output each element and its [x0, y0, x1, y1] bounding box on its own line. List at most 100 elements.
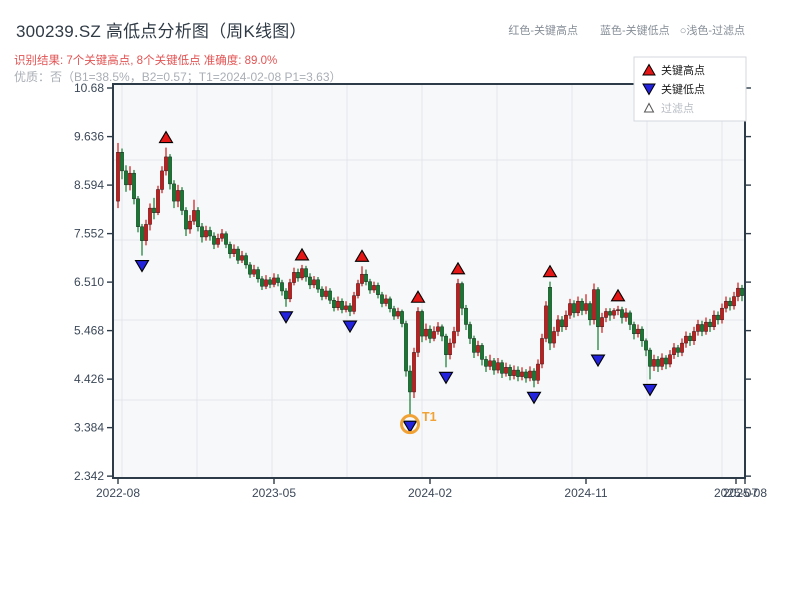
candle-down	[132, 172, 136, 200]
candle-down	[212, 235, 216, 245]
y-axis-label: 3.384	[74, 421, 104, 435]
candle-up	[624, 312, 628, 318]
candle-up	[220, 233, 224, 239]
candle-down	[364, 273, 368, 282]
key-low-marker	[278, 311, 294, 324]
key-low-marker	[590, 354, 606, 368]
candle-up	[564, 314, 568, 328]
candle-down	[572, 303, 576, 314]
candle-down	[124, 170, 128, 186]
candle-down	[120, 152, 124, 172]
candle-up	[600, 317, 604, 328]
candle-down	[548, 287, 552, 344]
candle-up	[504, 367, 508, 374]
candle-up	[652, 359, 656, 367]
candle-up	[456, 283, 460, 332]
candle-down	[308, 276, 312, 286]
candle-down	[444, 335, 448, 355]
candle-down	[460, 283, 464, 309]
candle-up	[148, 207, 152, 225]
key-high-marker	[354, 249, 370, 262]
candle-down	[332, 300, 336, 308]
key-low-marker	[526, 391, 542, 405]
y-axis-label: 6.510	[74, 275, 104, 289]
candle-down	[180, 190, 184, 211]
candle-up	[672, 347, 676, 355]
candle-down	[480, 345, 484, 360]
candle-down	[596, 289, 600, 328]
candle-down	[700, 324, 704, 332]
candle-down	[532, 370, 536, 381]
candle-down	[168, 156, 172, 185]
candle-up	[452, 331, 456, 344]
candle-up	[576, 300, 580, 314]
candle-down	[296, 272, 300, 279]
candle-down	[320, 288, 324, 297]
candle-down	[728, 300, 732, 307]
candle-up	[568, 303, 572, 316]
candle-down	[664, 357, 668, 365]
candle-down	[284, 290, 288, 300]
candle-down	[268, 279, 272, 285]
candle-down	[440, 326, 444, 337]
candle-up	[176, 190, 180, 202]
key-low-marker	[642, 383, 658, 397]
key-low-marker	[342, 320, 358, 334]
down-triangle-icon	[642, 83, 656, 96]
candle-down	[244, 255, 248, 266]
candle-down	[140, 226, 144, 241]
quality-metrics-text: 优质：否（B1=38.5%，B2=0.57；T1=2024-02-08 P1=3…	[14, 70, 342, 84]
legend-item-label: 过滤点	[661, 102, 694, 115]
candle-down	[208, 230, 212, 237]
candle-up	[736, 287, 740, 297]
y-axis-label: 9.636	[74, 130, 104, 144]
candle-up	[356, 283, 360, 296]
candle-down	[256, 269, 260, 280]
candle-down	[400, 311, 404, 324]
y-axis-label: 4.426	[74, 372, 104, 386]
y-axis-label: 2.342	[74, 469, 104, 483]
candle-up	[696, 324, 700, 332]
candle-up	[360, 273, 364, 284]
candle-up	[272, 277, 276, 285]
t1-label: T1	[422, 410, 437, 424]
candle-down	[408, 370, 412, 393]
candle-down	[676, 347, 680, 353]
candle-up	[300, 268, 304, 279]
candle-up	[412, 352, 416, 393]
x-axis-label: 2023-05	[252, 486, 296, 500]
candle-down	[524, 371, 528, 379]
candle-up	[292, 272, 296, 283]
candle-up	[164, 156, 168, 172]
candle-up	[336, 300, 340, 308]
candle-down	[420, 311, 424, 337]
candle-down	[560, 319, 564, 328]
key-low-marker	[134, 260, 150, 273]
candle-down	[516, 369, 520, 377]
candle-up	[116, 152, 120, 202]
candle-up	[188, 220, 192, 230]
candle-down	[716, 314, 720, 321]
candle-up	[424, 328, 428, 337]
header-legend-key-low: 蓝色-关键低点	[600, 25, 670, 37]
candle-down	[304, 268, 308, 278]
candle-down	[632, 324, 636, 335]
candle-up	[240, 255, 244, 261]
candle-up	[544, 305, 548, 339]
candle-down	[224, 233, 228, 245]
candle-down	[248, 264, 252, 275]
plot-border	[112, 83, 746, 479]
candle-down	[508, 367, 512, 376]
candle-down	[392, 308, 396, 317]
candle-down	[468, 324, 472, 339]
candle-up	[352, 295, 356, 312]
candle-up	[288, 282, 292, 300]
candle-down	[620, 309, 624, 318]
candle-up	[612, 310, 616, 316]
candle-down	[588, 303, 592, 321]
candle-up	[636, 328, 640, 335]
candle-up	[476, 345, 480, 353]
candle-down	[196, 210, 200, 227]
candle-up	[680, 342, 684, 353]
